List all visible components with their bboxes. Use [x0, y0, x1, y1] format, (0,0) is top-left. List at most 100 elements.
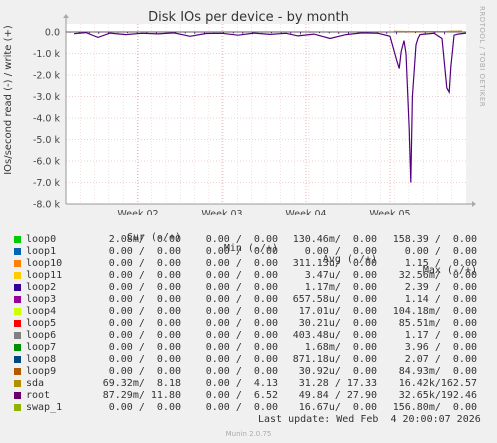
legend-avg-value: 0.00 / 0.00 [304, 246, 377, 257]
legend-series-name: loop9 [26, 366, 57, 377]
legend-row: loop11 0.00 / 0.00 0.00 / 0.00 3.47u/ 0.00 3… [0, 270, 497, 282]
legend-avg-value: 657.58u/ 0.00 [292, 294, 377, 305]
legend-row: loop7 0.00 / 0.00 0.00 / 0.00 1.68m/ 0.00 3.… [0, 342, 497, 354]
legend-cur-value: 2.08m/ 0.00 [108, 234, 181, 245]
legend-min-value: 0.00 / 0.00 [205, 330, 278, 341]
legend-min-value: 0.00 / 0.00 [205, 234, 278, 245]
legend-min-value: 0.00 / 0.00 [205, 294, 278, 305]
legend-swatch [14, 404, 21, 411]
legend-avg-value: 403.48u/ 0.00 [292, 330, 377, 341]
legend-avg-value: 16.67u/ 0.00 [298, 402, 377, 413]
legend-swatch [14, 368, 21, 375]
legend-row: loop0 2.08m/ 0.00 0.00 / 0.00 130.46m/ 0.00… [0, 234, 497, 246]
y-axis-arrow [63, 14, 69, 18]
legend-row: loop5 0.00 / 0.00 0.00 / 0.00 30.21u/ 0.00 8… [0, 318, 497, 330]
legend-swatch [14, 356, 21, 363]
legend-avg-value: 49.84 / 27.90 [298, 390, 377, 401]
y-tick-label: -1.0 k [33, 49, 61, 60]
legend-series-name: loop2 [26, 282, 57, 293]
legend-row: loop4 0.00 / 0.00 0.00 / 0.00 17.01u/ 0.00 1… [0, 306, 497, 318]
y-tick-label: -3.0 k [33, 92, 61, 103]
legend-cur-value: 0.00 / 0.00 [108, 282, 181, 293]
legend-min-value: 0.00 / 0.00 [205, 306, 278, 317]
legend-max-value: 85.51m/ 0.00 [398, 318, 477, 329]
x-tick-label: Week 05 [369, 209, 410, 215]
legend-avg-value: 17.01u/ 0.00 [298, 306, 377, 317]
y-tick-label: -8.0 k [33, 200, 61, 211]
legend-row: loop9 0.00 / 0.00 0.00 / 0.00 30.92u/ 0.00 8… [0, 366, 497, 378]
legend-min-value: 0.00 / 0.00 [205, 246, 278, 257]
legend-max-value: 3.96 / 0.00 [404, 342, 477, 353]
legend-min-value: 0.00 / 0.00 [205, 402, 278, 413]
legend-max-value: 158.39 / 0.00 [392, 234, 477, 245]
legend-avg-value: 31.28 / 17.33 [298, 378, 377, 389]
legend-avg-value: 1.68m/ 0.00 [304, 342, 377, 353]
legend-row: loop1 0.00 / 0.00 0.00 / 0.00 0.00 / 0.00 0.… [0, 246, 497, 258]
legend-row: loop6 0.00 / 0.00 0.00 / 0.00 403.48u/ 0.00… [0, 330, 497, 342]
legend-max-value: 1.17 / 0.00 [404, 330, 477, 341]
legend-max-value: 2.39 / 0.00 [404, 282, 477, 293]
legend-row: loop8 0.00 / 0.00 0.00 / 0.00 871.18u/ 0.00… [0, 354, 497, 366]
y-tick-label: -6.0 k [33, 157, 61, 168]
legend-series-name: loop1 [26, 246, 57, 257]
series-line [73, 31, 467, 183]
legend-max-value: 16.42k/162.57 [398, 378, 477, 389]
legend-min-value: 0.00 / 0.00 [205, 318, 278, 329]
legend-avg-value: 311.13u/ 0.00 [292, 258, 377, 269]
legend-series-name: loop6 [26, 330, 57, 341]
series-line [393, 30, 463, 33]
legend-max-value: 0.00 / 0.00 [404, 246, 477, 257]
x-tick-label: Week 04 [285, 209, 326, 215]
legend-swatch [14, 308, 21, 315]
legend-cur-value: 0.00 / 0.00 [108, 270, 181, 281]
y-tick-label: -7.0 k [33, 178, 61, 189]
legend-avg-value: 871.18u/ 0.00 [292, 354, 377, 365]
legend-row: loop10 0.00 / 0.00 0.00 / 0.00 311.13u/ 0.0… [0, 258, 497, 270]
legend-swatch [14, 296, 21, 303]
legend-series-name: loop7 [26, 342, 57, 353]
legend-min-value: 0.00 / 0.00 [205, 366, 278, 377]
legend-header: Cur (-/+) Min (-/+) Avg (-/+) Max (-/+) [0, 221, 497, 276]
legend-swatch [14, 236, 21, 243]
legend-header-avg: Avg (-/+) [322, 254, 377, 265]
rrdtool-credit: RRDTOOL / TOBI OETIKER [478, 6, 486, 108]
legend-swatch [14, 380, 21, 387]
legend-cur-value: 0.00 / 0.00 [108, 402, 181, 413]
legend-cur-value: 87.29m/ 11.80 [102, 390, 181, 401]
chart-plot: 0.0 -1.0 k -2.0 k -3.0 k -4.0 k -5.0 k -6.0 k -… [33, 14, 476, 215]
legend-cur-value: 69.32m/ 8.18 [102, 378, 181, 389]
legend-series-name: loop0 [26, 234, 57, 245]
legend-cur-value: 0.00 / 0.00 [108, 318, 181, 329]
last-update: Last update: Wed Feb 4 20:00:07 2026 [258, 414, 481, 425]
y-tick-label: -4.0 k [33, 114, 61, 125]
legend-min-value: 0.00 / 4.13 [205, 378, 278, 389]
legend-header-cur: Cur (-/+) [126, 232, 181, 243]
legend-avg-value: 130.46m/ 0.00 [292, 234, 377, 245]
legend-series-name: loop4 [26, 306, 57, 317]
legend-series-name: loop11 [26, 270, 63, 281]
y-tick-label: 0.0 [45, 28, 60, 39]
legend-max-value: 2.07 / 0.00 [404, 354, 477, 365]
x-axis-arrow [472, 201, 476, 207]
legend-series-name: loop10 [26, 258, 63, 269]
legend-swatch [14, 284, 21, 291]
legend-avg-value: 30.21u/ 0.00 [298, 318, 377, 329]
chart-title: Disk IOs per device - by month [148, 10, 349, 25]
legend-swatch [14, 332, 21, 339]
legend-row: root 87.29m/ 11.80 0.00 / 6.52 49.84 / 27.9… [0, 390, 497, 402]
y-tick-label: -5.0 k [33, 135, 61, 146]
legend-series-name: root [26, 390, 51, 401]
legend-swatch [14, 272, 21, 279]
legend-avg-value: 30.92u/ 0.00 [298, 366, 377, 377]
legend-min-value: 0.00 / 0.00 [205, 258, 278, 269]
legend-row: loop3 0.00 / 0.00 0.00 / 0.00 657.58u/ 0.00… [0, 294, 497, 306]
legend-swatch [14, 392, 21, 399]
legend-min-value: 0.00 / 6.52 [205, 390, 278, 401]
legend: loop0 2.08m/ 0.00 0.00 / 0.00 130.46m/ 0.00… [0, 234, 497, 414]
legend-cur-value: 0.00 / 0.00 [108, 294, 181, 305]
legend-series-name: loop3 [26, 294, 57, 305]
legend-max-value: 156.80m/ 0.00 [392, 402, 477, 413]
legend-max-value: 32.56m/ 0.00 [398, 270, 477, 281]
legend-max-value: 1.14 / 0.00 [404, 294, 477, 305]
legend-swatch [14, 260, 21, 267]
